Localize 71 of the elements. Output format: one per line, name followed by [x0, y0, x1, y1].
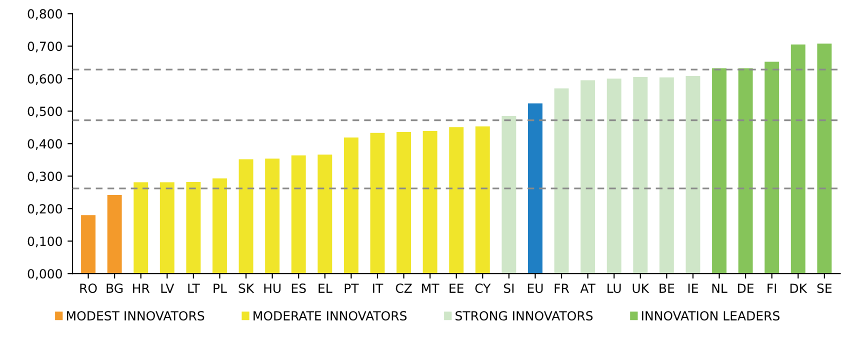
bar: [107, 194, 122, 274]
bar: [212, 178, 227, 274]
y-tick-label: 0,600: [28, 74, 62, 85]
y-tick-label: 0,700: [28, 42, 62, 52]
x-tick-label: EE: [450, 284, 464, 293]
bar: [606, 78, 622, 274]
y-tick-label: 0,100: [28, 236, 62, 248]
y-tick-label: 0,200: [28, 204, 62, 215]
x-tick-label: CY: [475, 284, 491, 293]
x-tick-label: HR: [133, 284, 150, 293]
bar: [396, 132, 412, 274]
x-tick-label: SE: [817, 284, 832, 293]
y-tick-label: 0,400: [28, 139, 62, 150]
bar: [81, 215, 96, 274]
x-tick-label: LV: [161, 284, 174, 293]
bar: [160, 182, 174, 274]
x-tick-label: PL: [214, 284, 227, 293]
bar: [738, 68, 753, 274]
bar: [633, 77, 648, 274]
x-tick-label: FR: [554, 284, 570, 293]
y-tick-label: 0,300: [28, 172, 62, 182]
bar: [475, 126, 490, 274]
x-tick-label: DK: [790, 284, 808, 293]
bar: [528, 103, 542, 274]
bar: [449, 127, 464, 274]
y-tick-label: 0,800: [28, 9, 62, 20]
bar: [817, 44, 832, 274]
x-tick-label: LT: [188, 284, 200, 293]
x-tick-label: MT: [422, 284, 440, 293]
x-tick-label: EL: [318, 284, 332, 293]
bar: [712, 68, 726, 274]
x-tick-label: NL: [712, 284, 728, 293]
bar: [291, 155, 306, 274]
x-tick-label: CZ: [396, 284, 412, 293]
bar: [502, 116, 516, 274]
bar: [790, 44, 806, 274]
bar: [659, 77, 674, 274]
x-tick-label: HU: [264, 284, 281, 293]
x-tick-label: SI: [504, 284, 514, 293]
bar: [764, 62, 780, 274]
y-tick-label: 0,000: [28, 269, 62, 280]
bar: [370, 132, 385, 274]
x-tick-label: RO: [80, 284, 97, 293]
bar: [186, 182, 201, 274]
bar: [265, 158, 280, 274]
y-tick-label: 0,500: [28, 106, 62, 118]
x-tick-label: PT: [344, 284, 359, 293]
x-tick-label: ES: [292, 284, 306, 293]
bar: [580, 80, 596, 274]
bar: [344, 137, 358, 274]
x-tick-label: SK: [238, 284, 254, 293]
legend-label: STRONG INNOVATORS: [456, 311, 593, 321]
bar: [554, 88, 569, 274]
x-tick-label: BE: [660, 284, 674, 293]
x-tick-label: UK: [632, 284, 650, 293]
bar: [238, 159, 254, 274]
bar: [134, 182, 148, 274]
x-tick-label: AT: [580, 284, 596, 293]
x-tick-label: BG: [106, 284, 123, 293]
x-tick-label: FI: [768, 284, 776, 293]
legend-label: MODEST INNOVATORS: [66, 311, 204, 321]
x-tick-label: EU: [528, 284, 543, 293]
bar: [686, 76, 700, 274]
legend-label: MODERATE INNOVATORS: [254, 311, 407, 321]
x-tick-label: IE: [688, 284, 698, 293]
x-tick-label: LU: [608, 284, 621, 293]
x-tick-label: IT: [373, 284, 384, 293]
legend-label: INNOVATION LEADERS: [642, 311, 780, 321]
bar: [318, 154, 332, 274]
bar: [422, 130, 438, 274]
x-tick-label: DE: [738, 284, 754, 293]
